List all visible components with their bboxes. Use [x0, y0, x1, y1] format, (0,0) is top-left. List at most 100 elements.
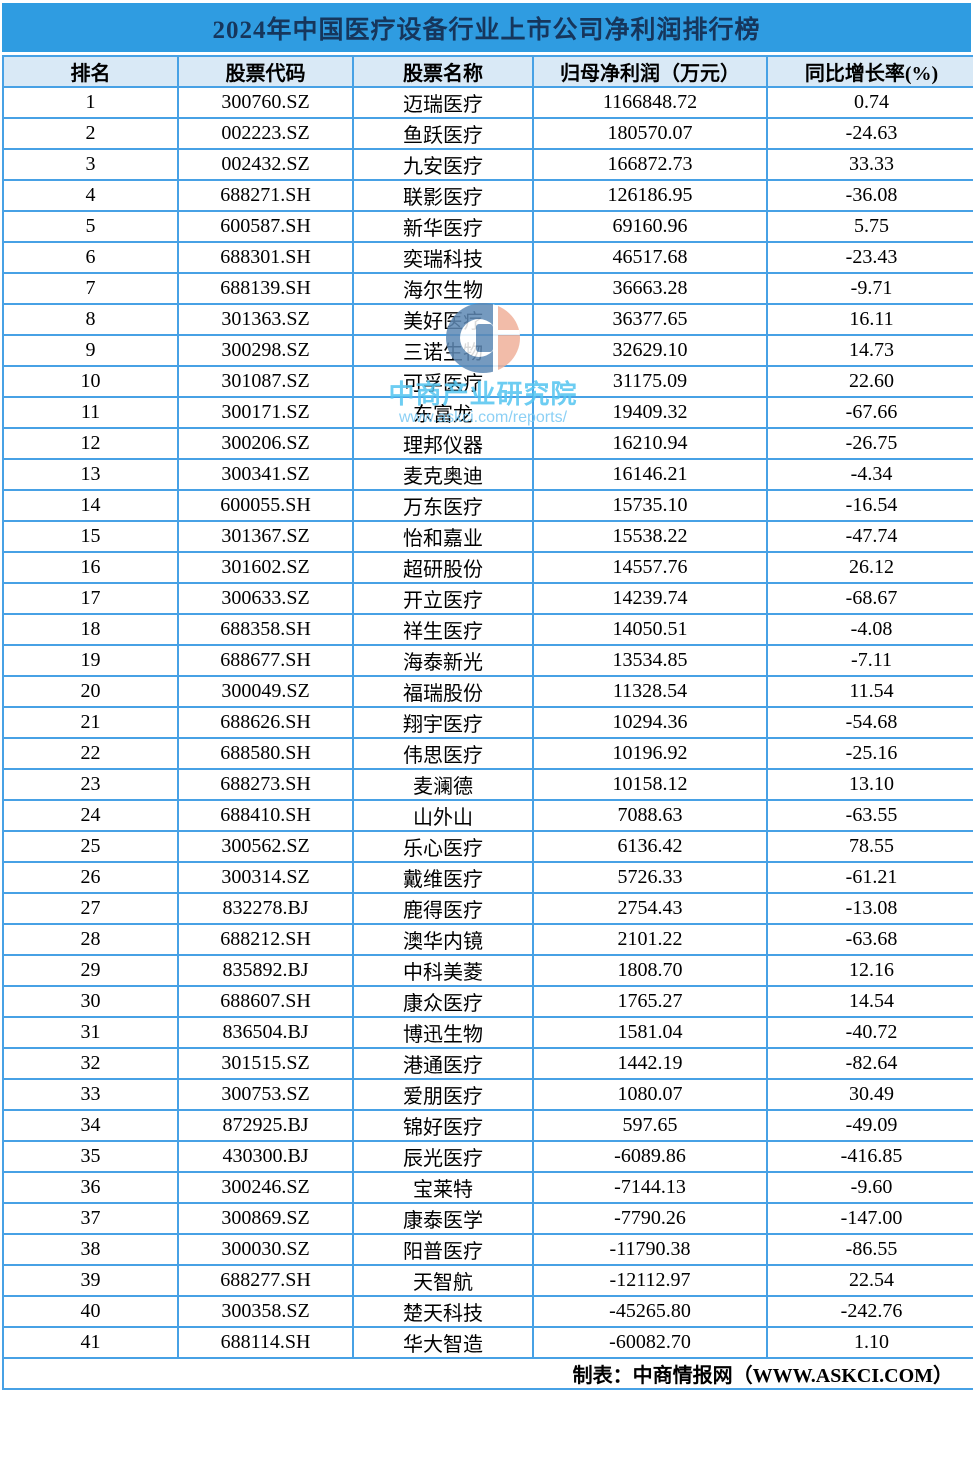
growth-cell: -49.09: [766, 1109, 973, 1142]
growth-cell: -24.63: [766, 117, 973, 150]
growth-cell: 14.54: [766, 985, 973, 1018]
table-row: 8 301363.SZ 美好医疗 36377.65 16.11: [2, 303, 973, 336]
table-row: 21 688626.SH 翔宇医疗 10294.36 -54.68: [2, 706, 973, 739]
table-header: 排名 股票代码 股票名称 归母净利润（万元） 同比增长率(%): [2, 55, 973, 88]
name-cell: 天智航: [352, 1264, 534, 1297]
code-cell: 688271.SH: [177, 179, 354, 212]
column-header-growth: 同比增长率(%): [766, 55, 973, 88]
table-body: 1 300760.SZ 迈瑞医疗 1166848.72 0.74 2 002223.SZ 鱼跃…: [2, 86, 973, 1359]
growth-cell: 16.11: [766, 303, 973, 336]
code-cell: 688626.SH: [177, 706, 354, 739]
growth-cell: -9.71: [766, 272, 973, 305]
profit-cell: -6089.86: [532, 1140, 768, 1173]
table-row: 16 301602.SZ 超研股份 14557.76 26.12: [2, 551, 973, 584]
profit-cell: 126186.95: [532, 179, 768, 212]
name-cell: 万东医疗: [352, 489, 534, 522]
table-row: 33 300753.SZ 爱朋医疗 1080.07 30.49: [2, 1078, 973, 1111]
growth-cell: 22.60: [766, 365, 973, 398]
growth-cell: -86.55: [766, 1233, 973, 1266]
table-row: 30 688607.SH 康众医疗 1765.27 14.54: [2, 985, 973, 1018]
growth-cell: -47.74: [766, 520, 973, 553]
code-cell: 688358.SH: [177, 613, 354, 646]
code-cell: 300562.SZ: [177, 830, 354, 863]
growth-cell: 1.10: [766, 1326, 973, 1359]
profit-cell: 2101.22: [532, 923, 768, 956]
table-row: 28 688212.SH 澳华内镜 2101.22 -63.68: [2, 923, 973, 956]
table-row: 19 688677.SH 海泰新光 13534.85 -7.11: [2, 644, 973, 677]
name-cell: 美好医疗: [352, 303, 534, 336]
rank-cell: 13: [2, 458, 179, 491]
name-cell: 迈瑞医疗: [352, 86, 534, 119]
growth-cell: -242.76: [766, 1295, 973, 1328]
code-cell: 300030.SZ: [177, 1233, 354, 1266]
rank-cell: 25: [2, 830, 179, 863]
name-cell: 锦好医疗: [352, 1109, 534, 1142]
profit-cell: 180570.07: [532, 117, 768, 150]
name-cell: 可孚医疗: [352, 365, 534, 398]
code-cell: 300298.SZ: [177, 334, 354, 367]
name-cell: 山外山: [352, 799, 534, 832]
rank-cell: 20: [2, 675, 179, 708]
growth-cell: -63.55: [766, 799, 973, 832]
table-row: 38 300030.SZ 阳普医疗 -11790.38 -86.55: [2, 1233, 973, 1266]
code-cell: 688607.SH: [177, 985, 354, 1018]
code-cell: 300753.SZ: [177, 1078, 354, 1111]
growth-cell: 12.16: [766, 954, 973, 987]
code-cell: 301602.SZ: [177, 551, 354, 584]
profit-cell: 7088.63: [532, 799, 768, 832]
name-cell: 乐心医疗: [352, 830, 534, 863]
profit-cell: 2754.43: [532, 892, 768, 925]
profit-cell: 1442.19: [532, 1047, 768, 1080]
growth-cell: -13.08: [766, 892, 973, 925]
column-header-name: 股票名称: [352, 55, 534, 88]
name-cell: 麦克奥迪: [352, 458, 534, 491]
growth-cell: -63.68: [766, 923, 973, 956]
profit-cell: 14050.51: [532, 613, 768, 646]
code-cell: 688410.SH: [177, 799, 354, 832]
profit-cell: -7790.26: [532, 1202, 768, 1235]
name-cell: 华大智造: [352, 1326, 534, 1359]
growth-cell: -416.85: [766, 1140, 973, 1173]
ranking-table: 排名 股票代码 股票名称 归母净利润（万元） 同比增长率(%) 1 300760.…: [2, 55, 973, 1390]
growth-cell: -54.68: [766, 706, 973, 739]
table-row: 11 300171.SZ 东富龙 19409.32 -67.66: [2, 396, 973, 429]
rank-cell: 27: [2, 892, 179, 925]
table-row: 35 430300.BJ 辰光医疗 -6089.86 -416.85: [2, 1140, 973, 1173]
table-row: 26 300314.SZ 戴维医疗 5726.33 -61.21: [2, 861, 973, 894]
table-footer: 制表：中商情报网（WWW.ASKCI.COM）: [2, 1357, 973, 1390]
name-cell: 海泰新光: [352, 644, 534, 677]
code-cell: 002432.SZ: [177, 148, 354, 181]
code-cell: 688301.SH: [177, 241, 354, 274]
code-cell: 300633.SZ: [177, 582, 354, 615]
code-cell: 688580.SH: [177, 737, 354, 770]
growth-cell: -61.21: [766, 861, 973, 894]
profit-cell: 16210.94: [532, 427, 768, 460]
code-cell: 300246.SZ: [177, 1171, 354, 1204]
profit-cell: 1581.04: [532, 1016, 768, 1049]
rank-cell: 9: [2, 334, 179, 367]
rank-cell: 3: [2, 148, 179, 181]
table-row: 29 835892.BJ 中科美菱 1808.70 12.16: [2, 954, 973, 987]
profit-cell: 10158.12: [532, 768, 768, 801]
table-row: 14 600055.SH 万东医疗 15735.10 -16.54: [2, 489, 973, 522]
column-header-rank: 排名: [2, 55, 179, 88]
name-cell: 中科美菱: [352, 954, 534, 987]
page-title: 2024年中国医疗设备行业上市公司净利润排行榜: [212, 16, 761, 44]
profit-cell: 6136.42: [532, 830, 768, 863]
code-cell: 300171.SZ: [177, 396, 354, 429]
table-row: 27 832278.BJ 鹿得医疗 2754.43 -13.08: [2, 892, 973, 925]
rank-cell: 1: [2, 86, 179, 119]
profit-cell: 46517.68: [532, 241, 768, 274]
growth-cell: -40.72: [766, 1016, 973, 1049]
growth-cell: 33.33: [766, 148, 973, 181]
table-row: 36 300246.SZ 宝莱特 -7144.13 -9.60: [2, 1171, 973, 1204]
name-cell: 伟思医疗: [352, 737, 534, 770]
rank-cell: 24: [2, 799, 179, 832]
table-row: 15 301367.SZ 怡和嘉业 15538.22 -47.74: [2, 520, 973, 553]
rank-cell: 17: [2, 582, 179, 615]
name-cell: 超研股份: [352, 551, 534, 584]
growth-cell: -16.54: [766, 489, 973, 522]
code-cell: 688277.SH: [177, 1264, 354, 1297]
name-cell: 开立医疗: [352, 582, 534, 615]
growth-cell: -4.08: [766, 613, 973, 646]
